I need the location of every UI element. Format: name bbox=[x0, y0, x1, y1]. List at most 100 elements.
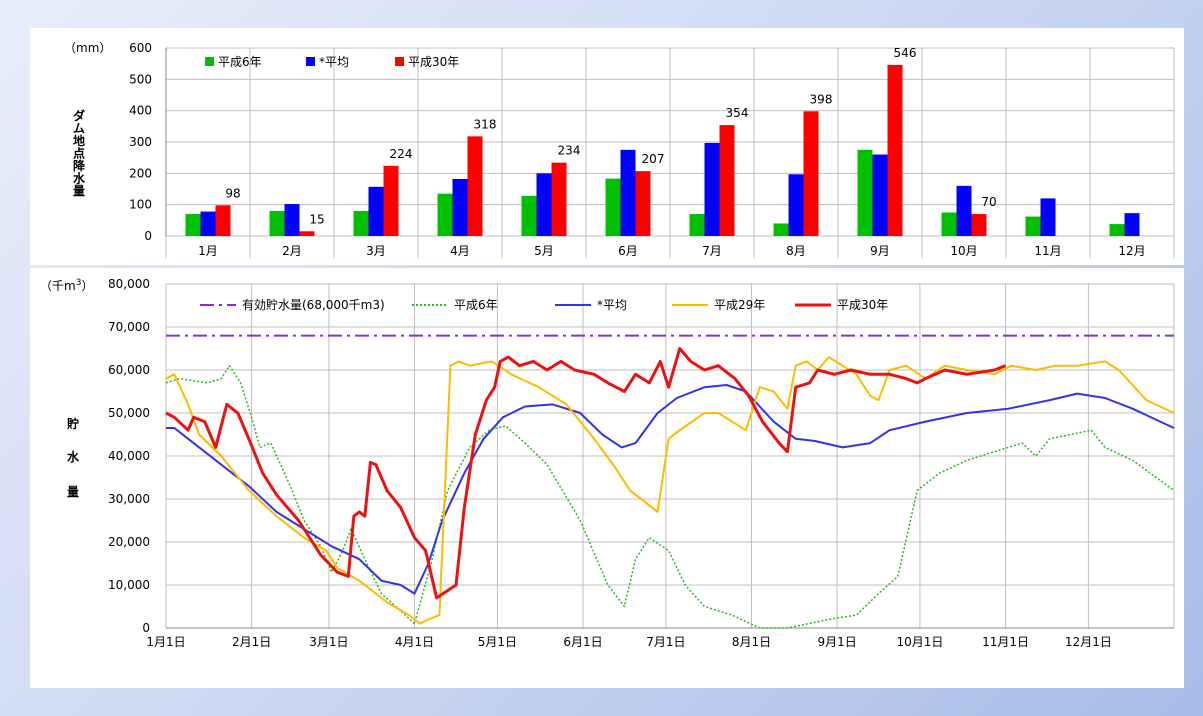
rainfall-bar bbox=[773, 223, 789, 236]
rainfall-data-label: 70 bbox=[981, 195, 996, 209]
rainfall-unit-label: （mm） bbox=[64, 41, 111, 55]
storage-y-tick-label: 50,000 bbox=[108, 406, 150, 420]
rainfall-data-label: 98 bbox=[225, 186, 240, 200]
rainfall-bar bbox=[956, 185, 972, 236]
rainfall-bar bbox=[551, 162, 567, 236]
rainfall-y-axis-char: 降 bbox=[73, 158, 86, 173]
storage-y-tick-label: 70,000 bbox=[108, 320, 150, 334]
storage-x-ticks: 1月1日 2月1日 3月1日 4月1日 5月1日 6月1日 7月1日 8月1日 9月1日 10月1… bbox=[146, 635, 1111, 649]
storage-series-line bbox=[166, 384, 1175, 595]
rainfall-bar bbox=[368, 186, 384, 236]
storage-x-tick-label: 10月1日 bbox=[896, 635, 943, 649]
rainfall-bar bbox=[1124, 213, 1140, 236]
rainfall-x-tick-label: 9月 bbox=[870, 244, 890, 258]
rainfall-x-tick-label: 5月 bbox=[534, 244, 554, 258]
storage-ylabel-3: 量 bbox=[67, 485, 79, 499]
rainfall-data-label: 398 bbox=[810, 92, 833, 106]
rainfall-bar bbox=[269, 210, 285, 236]
rainfall-data-label: 234 bbox=[558, 144, 581, 158]
rainfall-y-axis-char: 量 bbox=[73, 184, 85, 198]
rainfall-legend: 平成6年 *平均 平成30年 bbox=[205, 55, 459, 69]
rainfall-data-label: 546 bbox=[894, 46, 917, 60]
rainfall-y-axis-char: ム bbox=[73, 122, 85, 136]
storage-x-tick-label: 5月1日 bbox=[478, 635, 517, 649]
rainfall-bar bbox=[941, 212, 957, 236]
rainfall-data-labels: 98 15 224 318 234 207 354 398 546 70 bbox=[225, 46, 996, 226]
storage-x-tick-label: 8月1日 bbox=[732, 635, 771, 649]
rainfall-y-tick-label: 300 bbox=[129, 135, 152, 149]
rainfall-x-tick-label: 12月 bbox=[1118, 244, 1145, 258]
rainfall-legend-label: *平均 bbox=[319, 55, 349, 69]
storage-legend-label: *平均 bbox=[597, 298, 627, 312]
rainfall-y-axis-char: 地 bbox=[73, 133, 85, 148]
rainfall-bar bbox=[299, 231, 315, 236]
rainfall-bar bbox=[437, 193, 453, 236]
storage-y-tick-label: 10,000 bbox=[108, 578, 150, 592]
rainfall-legend-label: 平成30年 bbox=[408, 55, 459, 69]
rainfall-bar bbox=[704, 142, 720, 236]
rainfall-y-axis-label: ダム地点降水量 bbox=[73, 108, 86, 198]
storage-x-tick-label: 4月1日 bbox=[395, 635, 434, 649]
rainfall-x-tick-label: 8月 bbox=[786, 244, 806, 258]
rainfall-legend-swatch bbox=[395, 57, 404, 66]
rainfall-data-label: 207 bbox=[642, 152, 665, 166]
storage-unit-sup: 3 bbox=[76, 278, 82, 288]
rainfall-y-tick-label: 0 bbox=[144, 229, 152, 243]
storage-unit-label: （千m3） bbox=[40, 278, 93, 293]
rainfall-legend-swatch bbox=[306, 57, 315, 66]
rainfall-data-label: 318 bbox=[474, 117, 497, 131]
storage-legend: 有効貯水量(68,000千m3) 平成6年 *平均 平成29年 平成30年 bbox=[200, 297, 888, 312]
storage-x-tick-label: 6月1日 bbox=[563, 635, 602, 649]
storage-ylabel-2: 水 bbox=[67, 449, 80, 464]
rainfall-x-tick-label: 1月 bbox=[198, 244, 218, 258]
storage-legend-label: 有効貯水量(68,000千m3) bbox=[242, 297, 385, 312]
rainfall-x-tick-label: 10月 bbox=[950, 244, 977, 258]
storage-y-tick-label: 30,000 bbox=[108, 492, 150, 506]
storage-y-tick-label: 80,000 bbox=[108, 277, 150, 291]
rainfall-y-tick-label: 100 bbox=[129, 198, 152, 212]
rainfall-data-label: 354 bbox=[726, 106, 749, 120]
rainfall-x-tick-label: 3月 bbox=[366, 244, 386, 258]
rainfall-bar bbox=[353, 210, 369, 236]
storage-x-tick-label: 12月1日 bbox=[1065, 635, 1112, 649]
rainfall-bar bbox=[620, 149, 636, 236]
storage-legend-label: 平成6年 bbox=[454, 298, 498, 312]
storage-y-tick-label: 20,000 bbox=[108, 535, 150, 549]
storage-y-tick-label: 60,000 bbox=[108, 363, 150, 377]
rainfall-y-axis-char: 点 bbox=[73, 146, 85, 161]
rainfall-bar bbox=[284, 204, 300, 236]
rainfall-bar bbox=[803, 111, 819, 236]
storage-ylabel-1: 貯 bbox=[67, 416, 79, 431]
rainfall-bar bbox=[971, 214, 987, 236]
rainfall-y-tick-label: 200 bbox=[129, 166, 152, 180]
rainfall-gridlines bbox=[165, 47, 1175, 258]
rainfall-x-tick-label: 2月 bbox=[282, 244, 302, 258]
rainfall-y-axis-char: 水 bbox=[73, 171, 86, 186]
rainfall-y-axis-char: ダ bbox=[73, 108, 85, 123]
rainfall-bar bbox=[872, 154, 888, 236]
rainfall-bar bbox=[719, 125, 735, 236]
storage-unit-text: （千m bbox=[40, 279, 76, 293]
storage-x-tick-label: 11月1日 bbox=[982, 635, 1029, 649]
rainfall-bar bbox=[605, 178, 621, 236]
rainfall-bars bbox=[185, 64, 1140, 236]
storage-series-line bbox=[165, 356, 1175, 625]
rainfall-data-label: 224 bbox=[390, 147, 413, 161]
rainfall-y-ticks: 0 100 200 300 400 500 600 bbox=[129, 41, 152, 243]
rainfall-bar bbox=[200, 211, 216, 236]
storage-x-tick-label: 3月1日 bbox=[309, 635, 348, 649]
rainfall-x-ticks: 1月 2月 3月 4月 5月 6月 7月 8月 9月 10月 11月 12月 bbox=[198, 244, 1145, 258]
rainfall-bar bbox=[185, 214, 201, 236]
storage-legend-label: 平成30年 bbox=[837, 298, 888, 312]
storage-x-tick-label: 7月1日 bbox=[646, 635, 685, 649]
storage-x-tick-label: 1月1日 bbox=[146, 635, 185, 649]
storage-series-line bbox=[165, 347, 1007, 600]
rainfall-y-tick-label: 500 bbox=[129, 72, 152, 86]
rainfall-bar bbox=[521, 195, 537, 236]
storage-x-tick-label: 9月1日 bbox=[817, 635, 856, 649]
storage-y-ticks: 0 10,000 20,000 30,000 40,000 50,000 60,000 70,… bbox=[108, 277, 150, 635]
storage-y-tick-label: 0 bbox=[142, 621, 150, 635]
rainfall-bar bbox=[215, 205, 231, 236]
rainfall-bar bbox=[1025, 216, 1041, 236]
